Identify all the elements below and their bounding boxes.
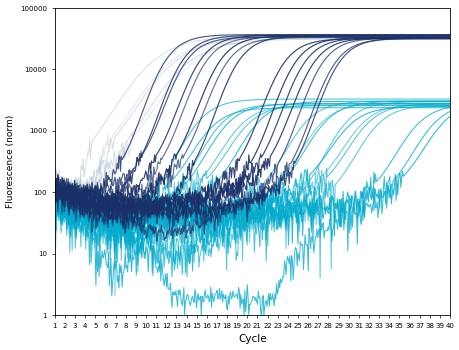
Y-axis label: Fluorescence (norm): Fluorescence (norm) <box>6 115 15 208</box>
X-axis label: Cycle: Cycle <box>238 335 266 344</box>
